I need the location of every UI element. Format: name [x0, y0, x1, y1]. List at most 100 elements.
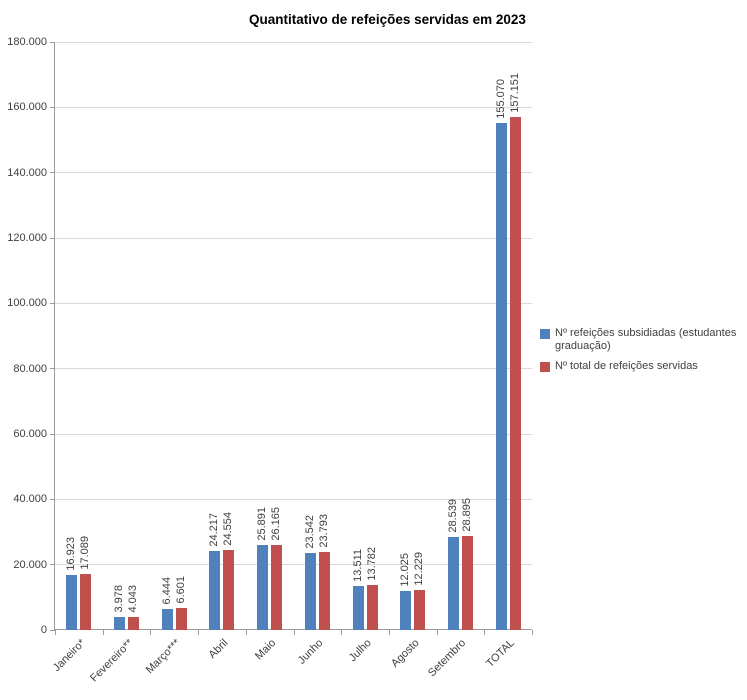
y-axis-tick-label: 20.000 — [13, 558, 47, 571]
y-axis-tick-label: 140.000 — [7, 166, 47, 179]
x-axis-tick — [103, 630, 104, 635]
bar-total — [319, 552, 330, 630]
gridline — [55, 302, 532, 304]
y-axis-tick — [50, 41, 55, 43]
bar-value-label: 12.229 — [413, 552, 425, 586]
gridline — [55, 433, 532, 435]
y-axis-tick — [50, 629, 55, 631]
bar-subsidiadas — [496, 123, 507, 630]
x-axis-tick — [55, 630, 56, 635]
x-axis-category-label: Junho — [295, 637, 326, 667]
bar-value-label: 3.978 — [113, 585, 125, 613]
x-axis-tick — [389, 630, 390, 635]
bar-subsidiadas — [209, 551, 220, 630]
bar-total — [414, 590, 425, 630]
bar-value-label: 28.895 — [461, 498, 473, 532]
bar-value-label: 26.165 — [270, 507, 282, 541]
y-axis-tick — [50, 302, 55, 304]
bar-total — [176, 608, 187, 630]
y-axis-tick-label: 60.000 — [13, 428, 47, 440]
gridline — [55, 237, 532, 239]
y-axis-tick-label: 180.000 — [7, 36, 47, 48]
x-axis-tick — [150, 630, 151, 635]
bar-value-label: 6.601 — [175, 576, 187, 604]
bar-total — [367, 585, 378, 630]
bar-value-label: 12.025 — [399, 553, 411, 587]
bar-total — [223, 550, 234, 630]
x-axis-line — [54, 629, 532, 630]
bar-value-label: 13.782 — [366, 547, 378, 581]
bar-total — [462, 536, 473, 630]
legend-item: Nº refeições subsidiadas (estudantes gra… — [540, 327, 746, 353]
bar-subsidiadas — [162, 609, 173, 630]
bar-value-label: 155.070 — [495, 79, 507, 119]
y-axis-tick-label: 80.000 — [13, 362, 47, 375]
bar-value-label: 17.089 — [79, 536, 91, 570]
x-axis-category-label: Maio — [253, 637, 279, 663]
y-axis-line — [54, 42, 55, 630]
gridline — [55, 106, 532, 108]
x-axis-category-label: Agosto — [388, 637, 422, 670]
legend-item: Nº total de refeições servidas — [540, 360, 746, 373]
x-axis-tick — [532, 630, 533, 635]
bar-total — [271, 545, 282, 630]
bar-value-label: 4.043 — [127, 585, 139, 613]
y-axis-tick-label: 160.000 — [7, 101, 47, 114]
x-axis-tick — [437, 630, 438, 635]
bar-subsidiadas — [353, 586, 364, 630]
bar-value-label: 24.554 — [222, 512, 234, 546]
y-axis-tick-label: 100.000 — [7, 297, 47, 310]
y-axis-tick — [50, 106, 55, 108]
legend-label: Nº refeições subsidiadas (estudantes gra… — [555, 327, 737, 352]
bar-value-label: 23.793 — [318, 514, 330, 548]
legend-label: Nº total de refeições servidas — [555, 360, 698, 372]
x-axis-category-label: Fevereiro** — [88, 637, 136, 685]
bar-value-label: 24.217 — [208, 513, 220, 547]
x-axis-category-label: Março*** — [143, 637, 183, 677]
bar-subsidiadas — [305, 553, 316, 630]
y-axis-tick — [50, 498, 55, 500]
bar-total — [510, 117, 521, 630]
gridline — [55, 564, 532, 566]
y-axis-tick-label: 40.000 — [13, 493, 47, 506]
bar-subsidiadas — [448, 537, 459, 630]
bar-value-label: 16.923 — [65, 537, 77, 571]
chart-title: Quantitativo de refeições servidas em 20… — [249, 12, 526, 27]
y-axis-tick — [50, 172, 55, 174]
bar-value-label: 6.444 — [161, 577, 173, 605]
x-axis-tick — [294, 630, 295, 635]
bar-total — [128, 617, 139, 630]
x-axis-category-label: Setembro — [426, 637, 469, 680]
y-axis-tick — [50, 237, 55, 239]
y-axis-tick-label: 120.000 — [7, 232, 47, 244]
y-axis-tick-label: 0 — [40, 624, 47, 636]
x-axis-tick — [246, 630, 247, 635]
bar-value-label: 28.539 — [447, 499, 459, 533]
legend-swatch — [540, 329, 550, 339]
x-axis-category-label: Janeiro* — [50, 637, 88, 675]
bar-value-label: 25.891 — [256, 507, 268, 541]
bar-subsidiadas — [400, 591, 411, 630]
gridline — [55, 172, 532, 174]
bar-subsidiadas — [66, 575, 77, 630]
gridline — [55, 498, 532, 500]
y-axis-tick — [50, 564, 55, 566]
bar-value-label: 157.151 — [509, 73, 521, 113]
plot-area: 0 20.000 40.000 60.000 80.000 100.000 120.000 1… — [7, 36, 533, 684]
legend: Nº refeições subsidiadas (estudantes gra… — [540, 327, 746, 380]
bar-value-label: 23.542 — [304, 515, 316, 549]
legend-swatch — [540, 362, 550, 372]
y-axis-tick — [50, 433, 55, 435]
bar-subsidiadas — [257, 545, 268, 630]
x-axis-category-label: Julho — [346, 637, 374, 665]
gridline — [55, 41, 532, 43]
x-axis-category-label: TOTAL — [483, 637, 517, 670]
x-axis-tick — [198, 630, 199, 635]
bar-value-label: 13.511 — [352, 549, 364, 582]
x-axis-tick — [484, 630, 485, 635]
x-axis-category-label: Abril — [206, 637, 231, 662]
gridline — [55, 368, 532, 370]
x-axis-tick — [341, 630, 342, 635]
bar-subsidiadas — [114, 617, 125, 630]
